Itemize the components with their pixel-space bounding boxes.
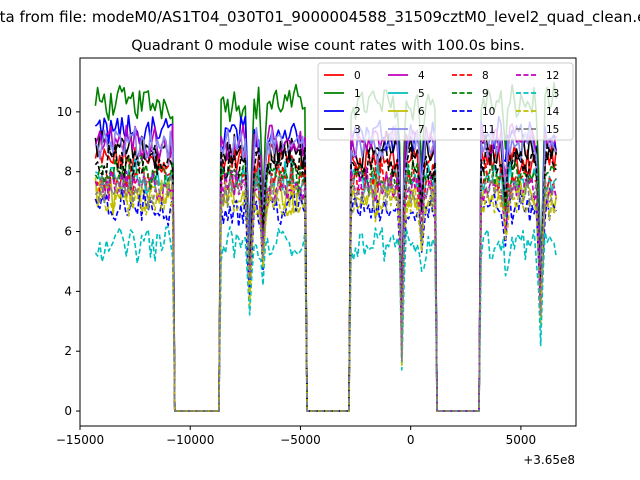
y-tick-label: 2: [64, 344, 72, 358]
legend-label-8: 8: [482, 70, 489, 82]
legend-label-6: 6: [418, 106, 425, 118]
legend-label-0: 0: [354, 70, 361, 82]
y-axis: 0 2 4 6 8 10: [57, 105, 80, 418]
legend-label-4: 4: [418, 70, 425, 82]
legend-label-3: 3: [354, 124, 361, 136]
figure-suptitle: Data from file: modeM0/AS1T04_030T01_900…: [0, 8, 640, 27]
y-tick-label: 6: [64, 225, 72, 239]
series-line-14: [95, 180, 557, 412]
legend-label-12: 12: [546, 70, 559, 82]
y-tick-label: 10: [57, 105, 72, 119]
x-tick-label: −10000: [166, 433, 214, 447]
series-line-13: [94, 226, 557, 412]
series-line-15: [94, 171, 557, 412]
legend-label-14: 14: [546, 106, 560, 118]
legend-label-2: 2: [354, 106, 361, 118]
legend-box: [317, 62, 574, 141]
legend-label-11: 11: [482, 124, 495, 136]
legend-label-1: 1: [354, 88, 361, 100]
x-tick-label: 5000: [506, 433, 537, 447]
axes-border: [79, 57, 577, 427]
legend-label-5: 5: [418, 88, 425, 100]
y-tick-label: 0: [64, 404, 72, 418]
x-axis: −15000 −10000 −5000 0 5000: [56, 426, 536, 447]
x-tick-label: −5000: [280, 433, 321, 447]
x-tick-label: 0: [407, 433, 415, 447]
legend-label-9: 9: [482, 88, 489, 100]
legend-label-10: 10: [482, 106, 495, 118]
legend-label-13: 13: [546, 88, 559, 100]
series-line-6: [94, 176, 557, 412]
legend-label-7: 7: [418, 124, 425, 136]
legend-label-15: 15: [546, 124, 559, 136]
y-tick-label: 8: [64, 165, 72, 179]
axes-frame: [79, 57, 577, 427]
x-tick-label: −15000: [56, 433, 104, 447]
plot-lines: [94, 81, 557, 412]
series-line-10: [94, 189, 557, 412]
x-offset-label: +3.65e8: [523, 453, 575, 467]
y-tick-label: 4: [64, 284, 72, 298]
chart-title: Quadrant 0 module wise count rates with …: [131, 38, 525, 54]
